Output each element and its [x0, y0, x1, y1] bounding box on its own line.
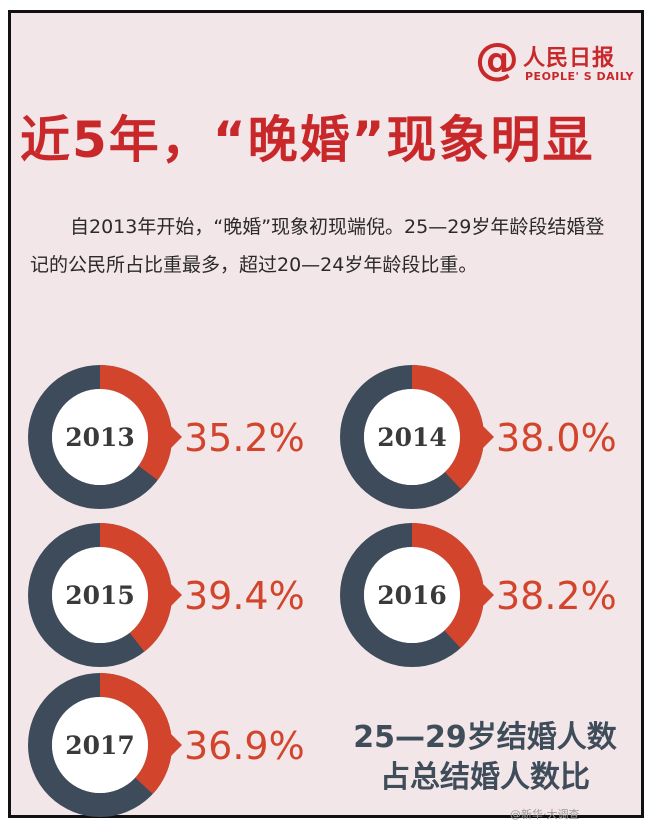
donut-hole-2017 — [52, 697, 148, 793]
donut-pointer-2013 — [170, 425, 182, 449]
donut-hole-2015 — [52, 547, 148, 643]
peoples-daily-logo: @ 人民日报 PEOPLE' S DAILY — [475, 34, 635, 88]
logo-name-cn: 人民日报 — [523, 46, 616, 71]
donut-value-label-2014: 38.0% — [496, 416, 617, 460]
page-title: 近5年，“晚婚”现象明显 — [20, 111, 595, 169]
donut-2014: 2014 38.0% — [340, 365, 617, 509]
donut-slice-2015 — [28, 523, 172, 667]
donut-value-label-2013: 35.2% — [184, 416, 305, 460]
donut-2015: 2015 39.4% — [28, 523, 305, 667]
donut-slice-2014 — [340, 365, 484, 509]
logo-at-icon: @ — [475, 34, 519, 85]
donut-year-label-2014: 2014 — [377, 423, 447, 452]
donut-value-label-2015: 39.4% — [184, 574, 305, 618]
donut-2016: 2016 38.2% — [340, 523, 617, 667]
donut-hole-2016 — [364, 547, 460, 643]
donut-pointer-2017 — [170, 733, 182, 757]
donut-2017: 2017 36.9% — [28, 673, 305, 817]
donut-pointer-2016 — [482, 583, 494, 607]
caption-line-2: 占总结婚人数比 — [380, 760, 590, 795]
donut-value-label-2016: 38.2% — [496, 574, 617, 618]
donut-pointer-2015 — [170, 583, 182, 607]
donut-2013: 2013 35.2% — [28, 365, 305, 509]
watermark: @新华·大调查 — [510, 808, 580, 821]
intro-paragraph: 自2013年开始，“晚婚”现象初现端倪。25—29岁年龄段结婚登记的公民所占比重… — [30, 216, 605, 276]
donut-slice-2016 — [340, 523, 484, 667]
donut-year-label-2017: 2017 — [65, 731, 135, 760]
donut-slice-2013 — [28, 365, 172, 509]
donut-hole-2014 — [364, 389, 460, 485]
donut-year-label-2016: 2016 — [377, 581, 447, 610]
donut-pointer-2014 — [482, 425, 494, 449]
donut-year-label-2015: 2015 — [65, 581, 135, 610]
donut-year-label-2013: 2013 — [65, 423, 135, 452]
chart-caption: 25—29岁结婚人数 占总结婚人数比 — [330, 718, 640, 798]
donut-hole-2013 — [52, 389, 148, 485]
donut-slice-2017 — [28, 673, 172, 817]
donut-value-label-2017: 36.9% — [184, 724, 305, 768]
caption-line-1: 25—29岁结婚人数 — [353, 720, 617, 755]
logo-name-en: PEOPLE' S DAILY — [525, 70, 634, 83]
